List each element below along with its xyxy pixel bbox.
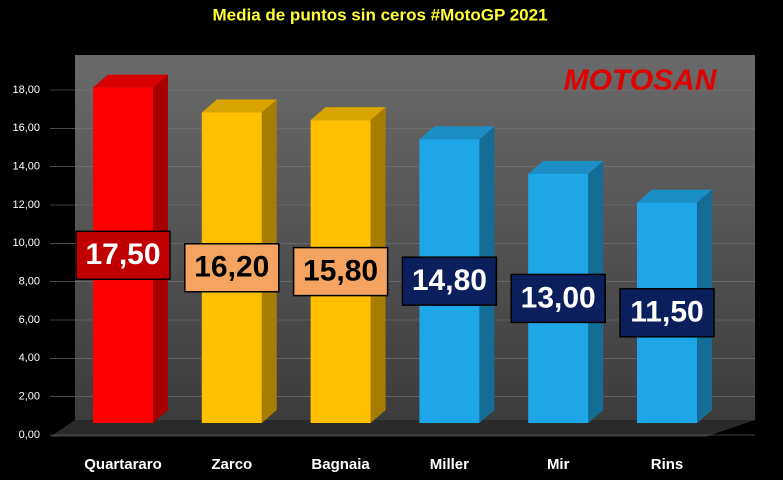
y-tick-label: 6,00	[19, 314, 40, 326]
value-label-box	[184, 243, 280, 293]
x-tick-label: Zarco	[211, 456, 252, 473]
value-label-box	[75, 230, 171, 281]
x-tick-label: Quartararo	[84, 456, 162, 473]
x-tick-label: Miller	[430, 456, 469, 473]
value-label-box	[401, 256, 498, 306]
value-label: 16,20	[194, 251, 269, 284]
y-tick-label: 0,00	[19, 429, 40, 441]
value-label-box	[510, 273, 606, 324]
bar-top	[201, 99, 277, 113]
value-label: 13,00	[521, 281, 596, 314]
x-tick-label: Rins	[651, 456, 684, 473]
bar-top	[93, 74, 168, 88]
y-tick-label: 14,00	[12, 161, 40, 173]
y-tick-label: 10,00	[12, 237, 40, 249]
value-label-box	[619, 288, 715, 338]
x-tick-label: Mir	[547, 456, 570, 473]
chart-title: Media de puntos sin ceros #MotoGP 2021	[212, 5, 547, 24]
bar-top	[528, 160, 604, 174]
bar-top	[419, 126, 495, 140]
value-label-box	[292, 246, 389, 297]
value-label: 15,80	[303, 255, 378, 288]
bar-top	[637, 189, 712, 203]
logo: MOTOSAN	[564, 64, 718, 97]
value-label: 14,80	[412, 264, 487, 297]
y-tick-label: 2,00	[19, 391, 40, 403]
y-tick-label: 16,00	[12, 122, 40, 134]
floor	[50, 420, 755, 437]
bar-top	[310, 107, 386, 121]
value-label: 11,50	[630, 296, 703, 329]
x-tick-label: Bagnaia	[311, 456, 370, 473]
y-tick-label: 18,00	[12, 84, 40, 96]
y-tick-label: 4,00	[19, 352, 40, 364]
y-tick-label: 12,00	[12, 199, 40, 211]
value-label: 17,50	[85, 238, 160, 271]
y-tick-label: 8,00	[19, 276, 40, 288]
